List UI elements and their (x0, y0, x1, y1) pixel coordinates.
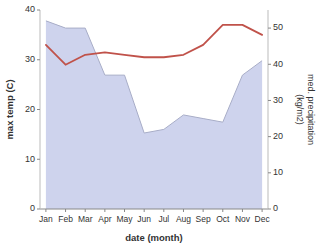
precipitation-area (46, 21, 262, 209)
x-tick (45, 209, 46, 212)
x-tick-label: Mar (78, 214, 93, 224)
x-tick-label: Nov (235, 214, 251, 224)
y-tick (37, 159, 40, 160)
y-tick-label: 0 (30, 203, 35, 213)
x-tick (144, 209, 145, 212)
x-tick-label: May (116, 214, 133, 224)
y2-tick-label: 20 (273, 131, 283, 141)
y-tick-label: 40 (25, 4, 35, 14)
y2-tick-label: 50 (273, 22, 283, 32)
x-tick-label: Aug (176, 214, 191, 224)
y2-tick (268, 28, 271, 29)
page: Chart html, body { margin: 0; padding: 0… (0, 0, 318, 247)
x-tick-label: Jun (137, 214, 151, 224)
x-tick (203, 209, 204, 212)
x-tick-label: Oct (216, 214, 230, 224)
x-tick (65, 209, 66, 212)
y2-axis-label-line: (kg/m2) (295, 94, 305, 125)
y2-axis-label: med. precipitation(kg/m2) (295, 74, 316, 145)
x-tick (262, 209, 263, 212)
y2-tick (268, 172, 271, 173)
x-tick-label: Feb (58, 214, 73, 224)
x-tick (242, 209, 243, 212)
x-tick-label: Dec (255, 214, 271, 224)
x-tick (222, 209, 223, 212)
plot-area (46, 21, 262, 209)
y2-tick-label: 10 (273, 167, 283, 177)
y2-tick-label: 40 (273, 59, 283, 69)
x-tick (124, 209, 125, 212)
y-tick (37, 59, 40, 60)
y2-axis-line (268, 10, 269, 209)
y2-tick (268, 64, 271, 65)
x-axis-line (40, 209, 268, 210)
temperature-line (46, 25, 262, 65)
x-tick (104, 209, 105, 212)
y2-tick (268, 100, 271, 101)
chart-svg: JanFebMarAprMayJunJulAugSepOctNovDec0102… (0, 0, 318, 247)
page-body: {"chart_data": {"type": "line", "xlabel"… (0, 0, 318, 247)
x-tick-label: Jul (158, 214, 169, 224)
axes: JanFebMarAprMayJunJulAugSepOctNovDec0102… (25, 4, 283, 224)
y-tick-label: 30 (25, 54, 35, 64)
y-tick (37, 109, 40, 110)
x-tick-label: Apr (98, 214, 111, 224)
x-tick-label: Jan (39, 214, 53, 224)
axis-labels: date (month) max temp (C) med. precipitati… (4, 74, 316, 243)
y2-tick-label: 30 (273, 95, 283, 105)
y-tick-label: 10 (25, 154, 35, 164)
x-tick (183, 209, 184, 212)
chart-container: JanFebMarAprMayJunJulAugSepOctNovDec0102… (0, 0, 318, 247)
y2-tick-label: 0 (273, 203, 278, 213)
x-axis-label: date (month) (125, 232, 183, 243)
y2-tick (268, 209, 271, 210)
y2-tick (268, 136, 271, 137)
precipitation-line (46, 21, 262, 133)
x-tick (163, 209, 164, 212)
y-axis-label: max temp (C) (4, 79, 15, 139)
x-tick (85, 209, 86, 212)
y-tick (37, 10, 40, 11)
y-tick (37, 209, 40, 210)
y-tick-label: 20 (25, 104, 35, 114)
x-tick-label: Sep (196, 214, 211, 224)
y2-axis-label-group: med. precipitation(kg/m2) (295, 74, 316, 145)
y2-axis-label-line: med. precipitation (306, 74, 316, 145)
